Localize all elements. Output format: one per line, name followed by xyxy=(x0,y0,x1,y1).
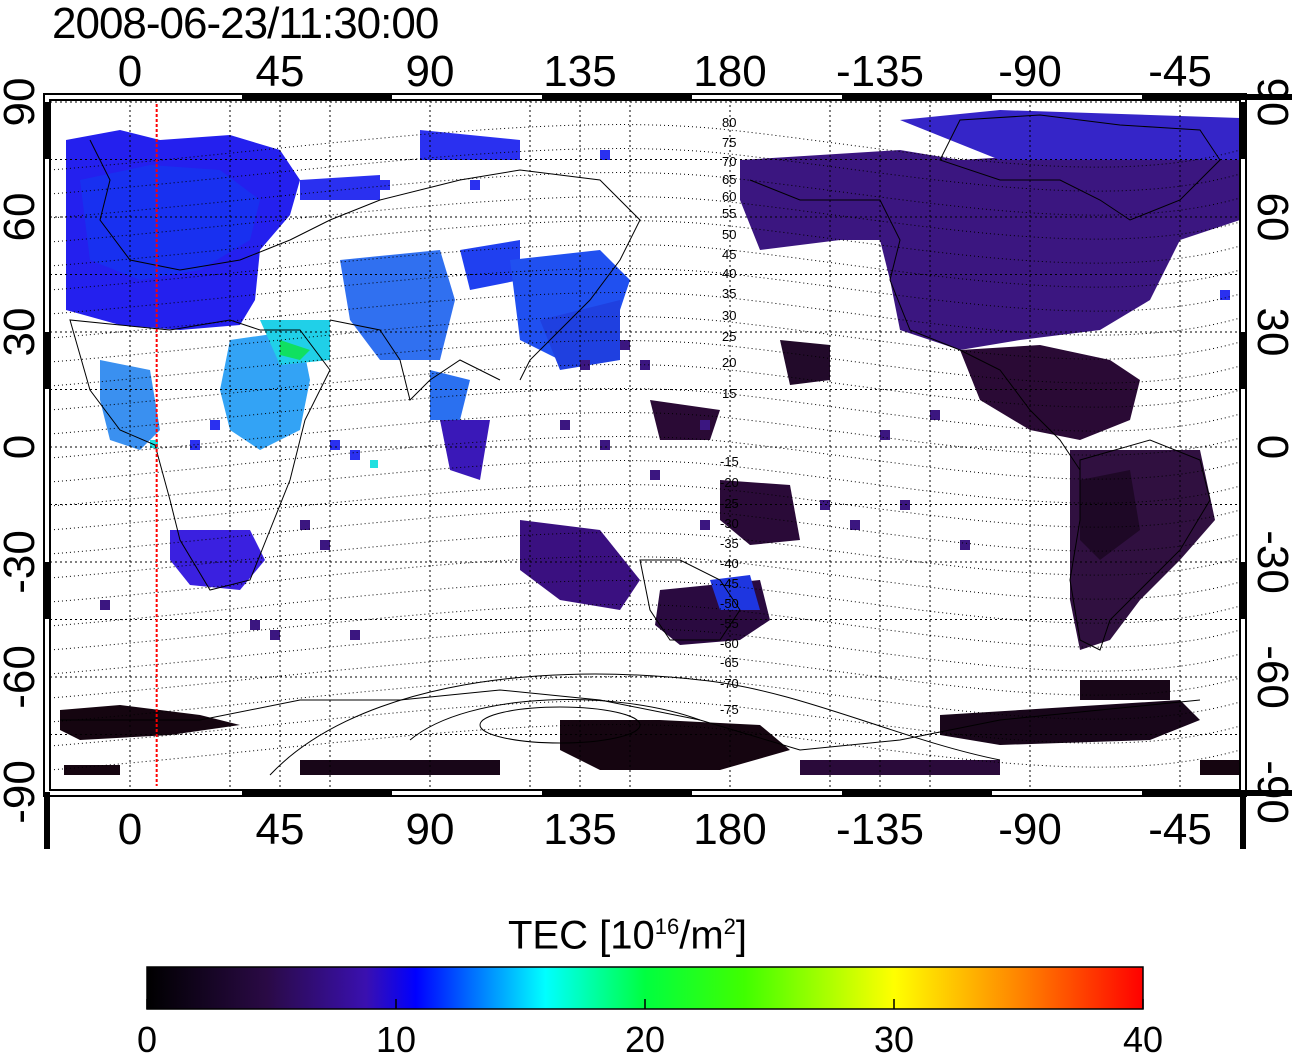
contour-label: 60 xyxy=(722,189,736,204)
right-tick-label: 30 xyxy=(1248,308,1292,357)
tec-data-layer xyxy=(60,110,1240,775)
left-tick-label: 0 xyxy=(0,435,44,459)
contour-label: -40 xyxy=(720,556,739,571)
contour-label: 70 xyxy=(722,154,736,169)
contour-label: 80 xyxy=(722,115,736,130)
coastlines xyxy=(60,114,1221,751)
right-tick-label: 90 xyxy=(1248,78,1292,127)
top-tick-label: 90 xyxy=(406,47,455,96)
contour-label: 30 xyxy=(722,308,736,323)
top-tick-label: 180 xyxy=(693,47,766,96)
colorbar-tick-label: 20 xyxy=(625,1019,665,1057)
left-latitude-labels: 90 60 30 0 -30 -60 -90 xyxy=(0,78,44,824)
contour-label: -60 xyxy=(720,636,739,651)
left-tick-label: 30 xyxy=(0,308,44,357)
contour-label: -45 xyxy=(720,576,739,591)
lat-lon-grid xyxy=(50,100,1240,790)
colorbar-tick-label: 10 xyxy=(376,1019,416,1057)
contour-label: 65 xyxy=(722,172,736,187)
right-tick-label: -30 xyxy=(1248,530,1292,594)
contour-label: -70 xyxy=(720,676,739,691)
left-tick-label: 90 xyxy=(0,78,44,127)
left-tick-label: 60 xyxy=(0,193,44,242)
left-tick-label: -90 xyxy=(0,760,44,824)
frame-ticks xyxy=(44,94,1292,849)
contour-label: 40 xyxy=(722,266,736,281)
top-tick-label: -90 xyxy=(998,47,1062,96)
contour-label: -50 xyxy=(720,596,739,611)
contour-label: -30 xyxy=(720,516,739,531)
plot-title: 2008-06-23/11:30:00 xyxy=(52,0,439,48)
bottom-tick-label: -135 xyxy=(836,805,924,854)
contour-label: 45 xyxy=(722,247,736,262)
contour-label: -55 xyxy=(720,616,739,631)
top-tick-label: 45 xyxy=(256,47,305,96)
contour-label: 35 xyxy=(722,286,736,301)
bottom-tick-label: -45 xyxy=(1148,805,1212,854)
left-tick-label: -30 xyxy=(0,530,44,594)
right-tick-label: 60 xyxy=(1248,193,1292,242)
bottom-longitude-labels: 0 45 90 135 180 -135 -90 -45 xyxy=(118,805,1212,854)
colorbar-title: TEC [1016/m2] xyxy=(508,913,748,958)
right-tick-label: 0 xyxy=(1248,435,1292,459)
top-tick-label: 0 xyxy=(118,47,142,96)
right-latitude-labels: 90 60 30 0 -30 -60 -90 xyxy=(1248,78,1292,824)
contour-label: 55 xyxy=(722,206,736,221)
contour-label: -75 xyxy=(720,702,739,717)
contour-label: -35 xyxy=(720,536,739,551)
contour-lines-south xyxy=(269,673,1001,776)
contour-label: -15 xyxy=(720,454,739,469)
colorbar-tick-label: 30 xyxy=(874,1019,914,1057)
right-tick-label: -90 xyxy=(1248,760,1292,824)
contour-label: 15 xyxy=(722,386,736,401)
contour-label: 75 xyxy=(722,135,736,150)
contour-label: 20 xyxy=(722,355,736,370)
contour-labels: 80 75 70 65 60 55 50 45 40 35 30 25 20 15 -15 -20 -25 -30… xyxy=(720,115,739,717)
bottom-tick-label: 180 xyxy=(693,805,766,854)
top-tick-label: -135 xyxy=(836,47,924,96)
top-tick-label: -45 xyxy=(1148,47,1212,96)
colorbar-tick-label: 40 xyxy=(1123,1019,1163,1057)
bottom-tick-label: 135 xyxy=(543,805,616,854)
colorbar-tick-label: 0 xyxy=(137,1019,157,1057)
contour-label: -65 xyxy=(720,655,739,670)
contour-label: -20 xyxy=(720,475,739,490)
contour-label: 50 xyxy=(722,227,736,242)
bottom-tick-label: 90 xyxy=(406,805,455,854)
contour-label: -25 xyxy=(720,496,739,511)
contour-label: 25 xyxy=(722,329,736,344)
right-tick-label: -60 xyxy=(1248,645,1292,709)
top-tick-label: 135 xyxy=(543,47,616,96)
bottom-tick-label: 45 xyxy=(256,805,305,854)
left-tick-label: -60 xyxy=(0,645,44,709)
bottom-tick-label: -90 xyxy=(998,805,1062,854)
colorbar-ticks: 0 10 20 30 40 xyxy=(137,999,1163,1057)
bottom-tick-label: 0 xyxy=(118,805,142,854)
contour-lines xyxy=(49,124,1241,771)
top-longitude-labels: 0 45 90 135 180 -135 -90 -45 xyxy=(118,47,1212,96)
